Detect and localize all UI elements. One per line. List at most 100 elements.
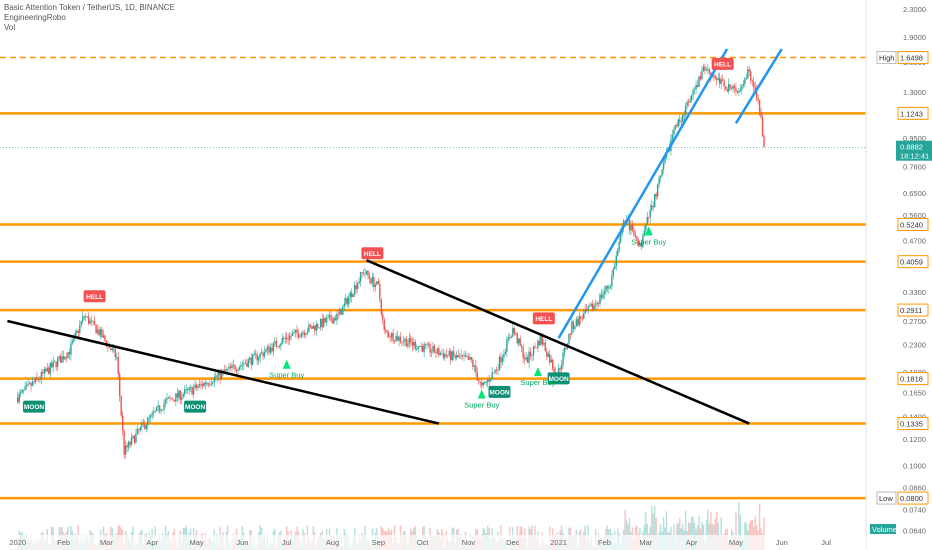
price-tick-label: 0.0640 <box>903 527 926 536</box>
time-tick-label: May <box>189 538 203 547</box>
moon-signal-label[interactable] <box>547 372 570 385</box>
candle-body <box>209 384 211 386</box>
candle-body <box>48 367 50 374</box>
candle-body <box>451 351 453 361</box>
candle-body <box>257 357 260 361</box>
candle-body <box>633 230 635 235</box>
candle-body <box>277 346 279 348</box>
candle-body <box>408 337 411 344</box>
candle-body <box>377 281 380 284</box>
candle-body <box>439 353 442 356</box>
time-tick-label: Nov <box>462 538 476 547</box>
candle-body <box>182 394 184 397</box>
candle-body <box>299 336 301 338</box>
candle-body <box>421 346 424 352</box>
candle-body <box>192 388 195 395</box>
candle-body <box>543 342 545 345</box>
candle-body <box>355 285 357 290</box>
candle-body <box>132 435 134 438</box>
candle-body <box>447 355 449 357</box>
chart-title: Basic Attention Token / TetherUS, 1D, BI… <box>4 3 175 12</box>
candle-body <box>534 346 536 348</box>
super-buy-arrow-icon[interactable] <box>533 367 542 377</box>
candle-body <box>485 382 487 384</box>
candle-body <box>234 365 236 371</box>
candle-body <box>588 306 591 308</box>
candle-body <box>339 308 341 315</box>
candle-body <box>718 77 721 84</box>
candle-body <box>194 384 196 389</box>
time-tick-label: Mar <box>100 538 113 547</box>
candle-body <box>337 313 340 315</box>
time-tick-label: Jun <box>236 538 248 547</box>
price-tick-label: 0.1650 <box>903 389 926 398</box>
candle-body <box>58 356 60 360</box>
candle-body <box>235 370 238 372</box>
candle-body <box>506 339 508 352</box>
candle-body <box>418 346 421 348</box>
candle-body <box>414 341 416 349</box>
level-tag-box <box>876 491 897 505</box>
candle-body <box>262 352 264 357</box>
candle-body <box>458 356 461 358</box>
candle-body <box>609 286 612 288</box>
trendlines <box>7 48 783 425</box>
candle-body <box>173 399 176 402</box>
candle-body <box>147 417 149 426</box>
candle-body <box>18 393 20 403</box>
candle-body <box>116 356 118 358</box>
candle-body <box>664 157 666 163</box>
candle-body <box>170 398 173 400</box>
candle-body <box>748 69 750 72</box>
candle-body <box>203 382 205 387</box>
hell-signal-label[interactable] <box>532 312 555 325</box>
candle-body <box>470 356 473 360</box>
candle-body <box>207 383 210 385</box>
current-price-countdown: 18:12:41 <box>900 152 929 161</box>
candle-body <box>274 340 276 343</box>
candle-body <box>303 332 306 336</box>
candle-body <box>253 353 255 355</box>
candle-body <box>287 339 289 340</box>
hell-signal-label[interactable] <box>711 57 734 70</box>
hell-signal-label[interactable] <box>83 290 106 303</box>
candle-body <box>195 384 198 388</box>
super-buy-arrow-icon[interactable] <box>644 226 653 236</box>
candle-body <box>269 347 272 353</box>
candle-body <box>486 379 489 383</box>
candle-body <box>185 389 187 390</box>
candle-body <box>478 380 480 382</box>
candle-body <box>113 348 115 350</box>
candle-body <box>34 377 37 383</box>
hell-signal-label[interactable] <box>361 247 384 260</box>
candle-body <box>429 344 431 353</box>
candle-body <box>157 405 159 407</box>
candle-body <box>155 406 158 411</box>
candle-body <box>179 390 181 400</box>
candle-body <box>565 347 567 349</box>
candle-body <box>645 224 647 231</box>
moon-signal-label[interactable] <box>488 385 511 398</box>
candle-body <box>727 84 730 92</box>
candle-body <box>714 76 716 79</box>
candle-body <box>382 314 384 320</box>
candle-body <box>232 365 235 366</box>
candle-body <box>656 184 659 197</box>
candle-body <box>379 283 381 300</box>
candle-body <box>163 403 165 410</box>
super-buy-arrow-icon[interactable] <box>282 359 291 369</box>
time-tick-label: Jul <box>282 538 292 547</box>
moon-signal-label[interactable] <box>22 400 45 413</box>
super-buy-arrow-icon[interactable] <box>477 389 486 399</box>
candle-body <box>362 272 365 274</box>
moon-signal-label[interactable] <box>184 400 207 413</box>
candle-body <box>312 325 314 329</box>
candle-body <box>297 333 300 338</box>
candle-body <box>76 330 78 333</box>
current-price-value: 0.8882 <box>900 143 923 152</box>
candle-body <box>594 304 597 306</box>
candle-body <box>726 88 728 92</box>
candle-body <box>755 90 758 99</box>
candle-body <box>585 309 588 311</box>
